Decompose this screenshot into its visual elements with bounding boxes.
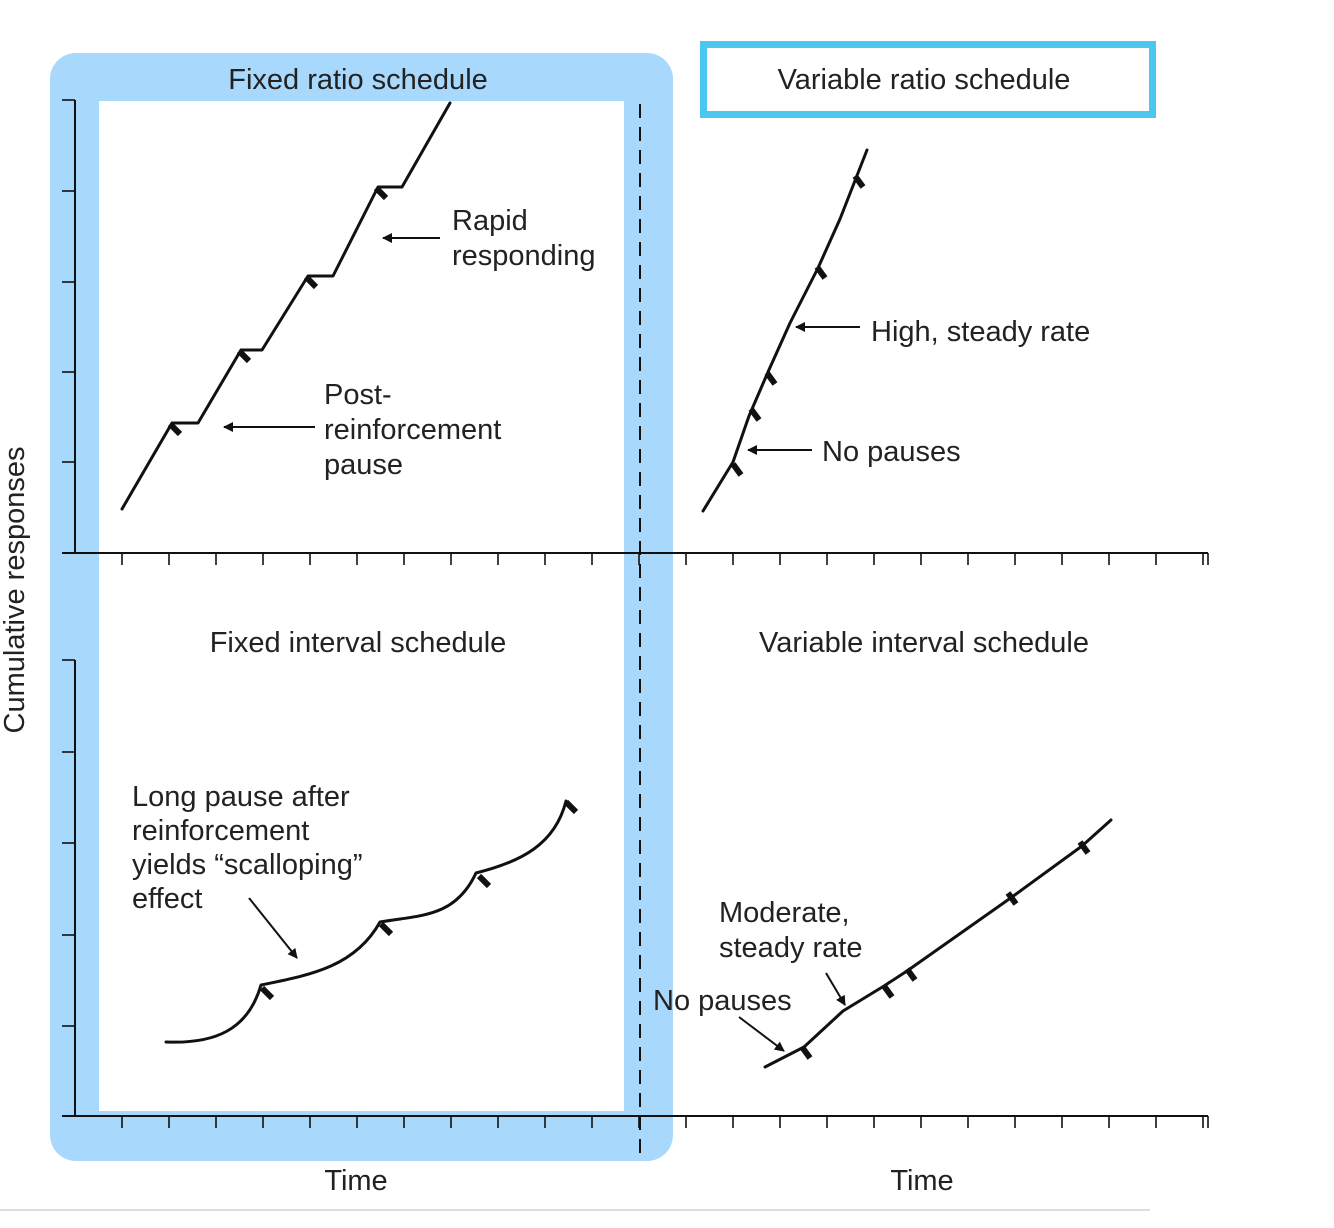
fixed-interval-title: Fixed interval schedule: [210, 627, 507, 659]
fixed-interval-panel: Fixed interval schedule Long pause after…: [132, 627, 579, 1044]
variable-interval-title: Variable interval schedule: [759, 627, 1089, 659]
x-axis-title-right: Time: [890, 1165, 953, 1197]
x-axis-title-left: Time: [324, 1165, 387, 1197]
variable-ratio-title: Variable ratio schedule: [778, 64, 1071, 96]
axes: [62, 99, 1209, 1160]
fixed-schedules-highlight: [50, 53, 673, 1161]
y-axis-title: Cumulative responses: [0, 447, 31, 734]
variable-ratio-panel: Variable ratio schedule High, steady rat…: [701, 64, 1090, 513]
vr-no-pauses-label: No pauses: [822, 436, 961, 468]
variable-interval-panel: Variable interval schedule Moderate, ste…: [653, 627, 1113, 1069]
variable-ratio-reinforcement-marks: [730, 174, 866, 477]
variable-interval-curve: [763, 818, 1113, 1069]
scallop-arrow: [248, 897, 298, 959]
scalloping-label: Long pause after reinforcement yields “s…: [132, 781, 371, 915]
fixed-interval-scallop-curve: [164, 799, 568, 1044]
high-steady-rate-label: High, steady rate: [871, 316, 1090, 348]
fixed-interval-reinforcement-marks: [259, 799, 579, 1001]
post-reinforcement-pause-label: Post- reinforcement pause: [324, 379, 509, 481]
fixed-ratio-reinforcement-marks: [167, 185, 389, 437]
vi-no-pauses-arrow: [738, 1016, 785, 1052]
fixed-ratio-title: Fixed ratio schedule: [228, 64, 488, 96]
moderate-arrow: [825, 972, 846, 1006]
axis-ticks: [62, 99, 1209, 1128]
variable-ratio-curve: [701, 148, 869, 513]
variable-ratio-title-box: [700, 41, 1156, 118]
moderate-steady-rate-label: Moderate, steady rate: [719, 897, 862, 964]
fixed-ratio-curve: [120, 101, 452, 511]
vi-no-pauses-label: No pauses: [653, 985, 792, 1017]
rapid-responding-label: Rapid responding: [452, 205, 596, 272]
fixed-ratio-panel: Fixed ratio schedule Rapid responding Po…: [120, 64, 596, 511]
variable-interval-reinforcement-marks: [799, 840, 1091, 1060]
